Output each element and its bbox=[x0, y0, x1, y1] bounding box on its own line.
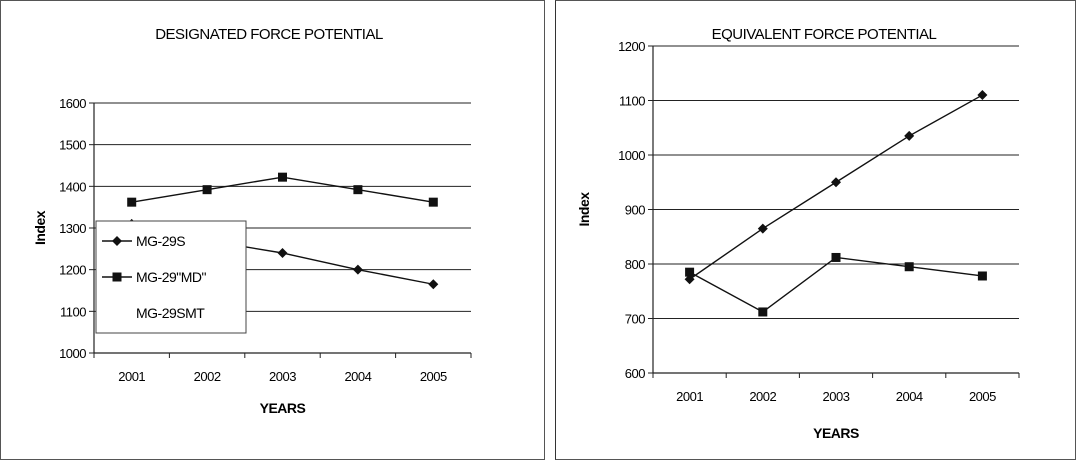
data-point-series1-2 bbox=[831, 252, 841, 262]
y-tick-label: 1000 bbox=[618, 148, 645, 163]
chart-title: EQUIVALENT FORCE POTENTIAL bbox=[712, 26, 937, 43]
data-point-series0-4 bbox=[428, 279, 439, 290]
data-point-series0-2 bbox=[277, 248, 288, 258]
x-tick-label: 2002 bbox=[194, 369, 221, 384]
data-point-series0-3 bbox=[904, 130, 915, 141]
chart-panel-equivalent: EQUIVALENT FORCE POTENTIAL 600 700 800 900 10… bbox=[555, 0, 1076, 460]
y-axis-label: Index bbox=[32, 210, 48, 245]
data-point-series1-0 bbox=[127, 197, 137, 207]
y-tick-label: 1100 bbox=[619, 94, 645, 109]
data-point-series1-4 bbox=[977, 271, 987, 281]
chart-designated-force-potential: DESIGNATED FORCE POTENTIAL 1000 1100 1200 13… bbox=[32, 26, 472, 416]
legend-marker bbox=[112, 272, 122, 282]
data-point-series0-3 bbox=[352, 264, 363, 275]
data-point-series1-1 bbox=[758, 307, 768, 317]
legend-label: MG-29S bbox=[136, 233, 185, 249]
x-axis-label: YEARS bbox=[813, 425, 859, 441]
legend-marker bbox=[112, 236, 122, 246]
x-tick-label: 2003 bbox=[269, 369, 296, 384]
data-point-series1-2 bbox=[278, 172, 287, 182]
data-point-series0-1 bbox=[757, 223, 768, 234]
series-line-1 bbox=[689, 256, 983, 313]
y-tick-label: 1300 bbox=[59, 221, 86, 236]
y-tick-label: 600 bbox=[625, 366, 645, 381]
x-tick-label: 2001 bbox=[118, 369, 145, 384]
y-tick-label: 1100 bbox=[60, 304, 86, 319]
chart-panel-designated: DESIGNATED FORCE POTENTIAL 1000 1100 1200 13… bbox=[0, 0, 545, 460]
y-axis-label: Index bbox=[576, 192, 592, 227]
data-point-series1-1 bbox=[202, 185, 212, 195]
data-point-series0-2 bbox=[831, 177, 841, 188]
x-tick-label: 2005 bbox=[420, 369, 447, 384]
data-point-series0-4 bbox=[977, 90, 988, 101]
data-point-series1-4 bbox=[428, 197, 438, 207]
data-point-series1-0 bbox=[685, 267, 695, 277]
chart-title: DESIGNATED FORCE POTENTIAL bbox=[155, 26, 383, 43]
y-tick-label: 1400 bbox=[59, 179, 86, 194]
x-tick-label: 2004 bbox=[344, 369, 371, 384]
data-point-series1-3 bbox=[353, 185, 363, 195]
x-tick-label: 2005 bbox=[969, 389, 996, 404]
legend-label: MG-29"MD" bbox=[136, 269, 207, 285]
y-tick-label: 1000 bbox=[59, 346, 86, 361]
data-point-series0-0 bbox=[684, 274, 695, 285]
y-tick-label: 1200 bbox=[59, 263, 86, 278]
y-tick-label: 1500 bbox=[59, 138, 86, 153]
y-tick-label: 1600 bbox=[59, 96, 86, 111]
y-tick-label: 900 bbox=[625, 203, 645, 218]
chart-equivalent-force-potential: EQUIVALENT FORCE POTENTIAL 600 700 800 900 10… bbox=[576, 26, 1020, 441]
y-tick-label: 700 bbox=[625, 312, 645, 327]
x-axis-label: YEARS bbox=[260, 400, 306, 416]
x-tick-label: 2003 bbox=[823, 389, 850, 404]
data-point-series1-3 bbox=[904, 262, 914, 272]
x-tick-label: 2002 bbox=[749, 389, 776, 404]
legend-label: MG-29SMT bbox=[136, 305, 205, 321]
y-tick-label: 800 bbox=[625, 257, 645, 272]
x-tick-label: 2004 bbox=[896, 389, 923, 404]
y-tick-label: 1200 bbox=[618, 39, 645, 54]
x-tick-label: 2001 bbox=[676, 389, 703, 404]
